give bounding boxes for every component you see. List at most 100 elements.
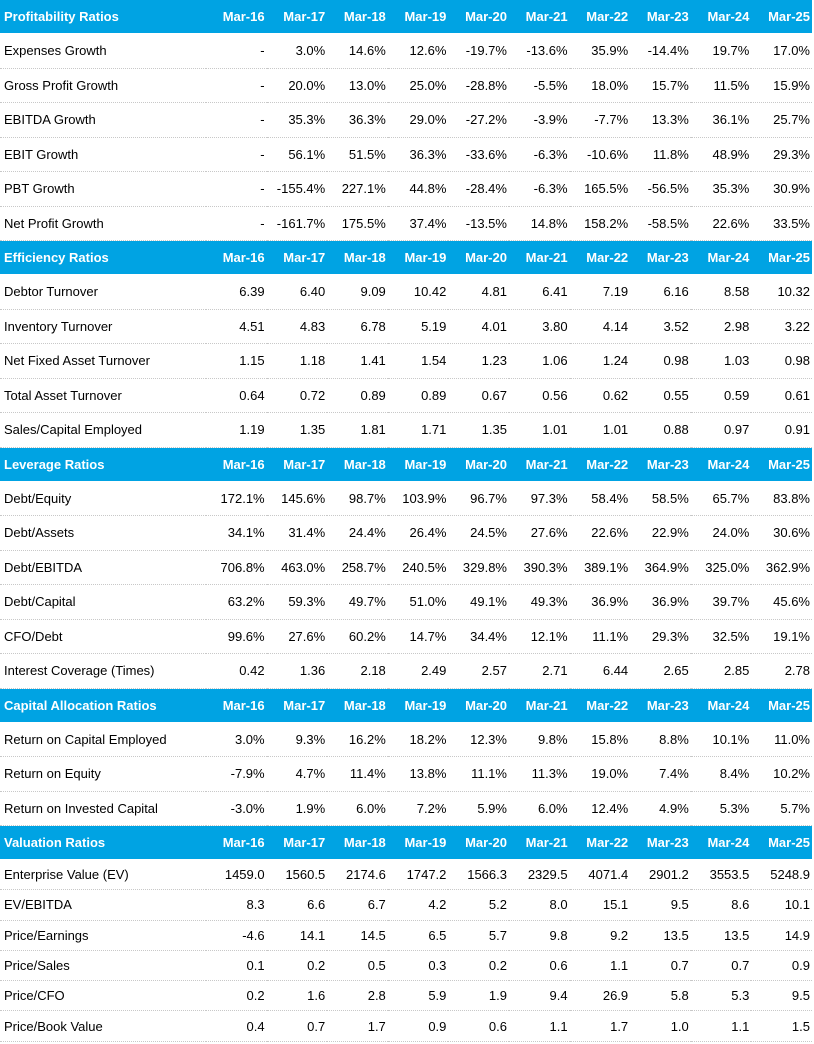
value-cell: 158.2% bbox=[569, 206, 631, 241]
value-cell: 1.35 bbox=[266, 412, 328, 448]
value-cell: 1.1 bbox=[569, 950, 631, 982]
value-cell: 4.9% bbox=[630, 791, 691, 826]
value-cell: 0.72 bbox=[266, 378, 328, 413]
value-cell: 11.5% bbox=[690, 68, 752, 103]
value-cell: 5.7 bbox=[448, 920, 509, 951]
value-cell: 37.4% bbox=[387, 206, 449, 241]
period-header: Mar-24 bbox=[690, 825, 752, 860]
value-cell: 10.1 bbox=[751, 889, 812, 921]
value-cell: 24.0% bbox=[690, 515, 752, 551]
value-cell: 6.0% bbox=[508, 791, 570, 826]
value-cell: 3553.5 bbox=[690, 859, 752, 891]
value-cell: 0.2 bbox=[206, 980, 267, 1012]
period-header: Mar-20 bbox=[448, 825, 509, 860]
value-cell: 4071.4 bbox=[569, 859, 631, 891]
table-row: Net Fixed Asset Turnover 1.15 1.18 1.41 1.54… bbox=[0, 343, 812, 379]
value-cell: 3.80 bbox=[508, 309, 570, 344]
table-row: Return on Equity -7.9% 4.7% 11.4% 13.8% 11.1%… bbox=[0, 756, 812, 792]
value-cell: -13.6% bbox=[508, 33, 570, 69]
value-cell: 15.1 bbox=[569, 889, 631, 921]
value-cell: 11.3% bbox=[508, 756, 570, 792]
value-cell: 56.1% bbox=[266, 137, 328, 172]
value-cell: 31.4% bbox=[266, 515, 328, 551]
value-cell: -4.6 bbox=[206, 920, 267, 951]
value-cell: 9.2 bbox=[569, 920, 631, 951]
value-cell: -33.6% bbox=[448, 137, 509, 172]
period-header: Mar-20 bbox=[448, 0, 509, 34]
value-cell: 0.2 bbox=[448, 950, 509, 982]
period-header: Mar-19 bbox=[387, 447, 449, 482]
value-cell: 14.9 bbox=[751, 920, 812, 951]
row-label: Debt/Equity bbox=[0, 481, 207, 516]
period-header: Mar-16 bbox=[206, 447, 267, 482]
value-cell: 0.1 bbox=[206, 950, 267, 982]
value-cell: 13.0% bbox=[327, 68, 388, 103]
value-cell: 17.0% bbox=[751, 33, 812, 69]
value-cell: 1459.0 bbox=[206, 859, 267, 891]
value-cell: 3.0% bbox=[206, 722, 267, 757]
value-cell: 22.9% bbox=[630, 515, 691, 551]
period-header: Mar-25 bbox=[751, 825, 812, 860]
period-header: Mar-23 bbox=[630, 0, 691, 34]
section-title: Capital Allocation Ratios bbox=[0, 688, 207, 723]
table-row: Return on Capital Employed 3.0% 9.3% 16.2% 1… bbox=[0, 722, 812, 757]
period-header: Mar-25 bbox=[751, 240, 812, 275]
value-cell: 49.1% bbox=[448, 584, 509, 620]
period-header: Mar-24 bbox=[690, 240, 752, 275]
period-header: Mar-25 bbox=[751, 447, 812, 482]
value-cell: 15.9% bbox=[751, 68, 812, 103]
row-label: EBITDA Growth bbox=[0, 102, 207, 138]
period-header: Mar-25 bbox=[751, 688, 812, 723]
value-cell: 1.7 bbox=[327, 1010, 388, 1042]
period-header: Mar-22 bbox=[569, 688, 631, 723]
value-cell: 12.6% bbox=[387, 33, 449, 69]
value-cell: 35.3% bbox=[690, 171, 752, 207]
value-cell: 4.01 bbox=[448, 309, 509, 344]
value-cell: 10.1% bbox=[690, 722, 752, 757]
value-cell: 1.01 bbox=[569, 412, 631, 448]
table-row: Debt/Assets 34.1% 31.4% 24.4% 26.4% 24.5% 27.6… bbox=[0, 515, 812, 551]
value-cell: 22.6% bbox=[690, 206, 752, 241]
value-cell: 8.3 bbox=[206, 889, 267, 921]
period-header: Mar-22 bbox=[569, 825, 631, 860]
value-cell: 165.5% bbox=[569, 171, 631, 207]
value-cell: - bbox=[206, 102, 267, 138]
value-cell: 4.83 bbox=[266, 309, 328, 344]
value-cell: 1.35 bbox=[448, 412, 509, 448]
row-label: Net Profit Growth bbox=[0, 206, 207, 241]
value-cell: -7.9% bbox=[206, 756, 267, 792]
period-header: Mar-17 bbox=[266, 825, 328, 860]
row-label: Return on Invested Capital bbox=[0, 791, 207, 826]
value-cell: 0.62 bbox=[569, 378, 631, 413]
value-cell: - bbox=[206, 206, 267, 241]
period-header: Mar-17 bbox=[266, 0, 328, 34]
value-cell: 0.2 bbox=[266, 950, 328, 982]
period-header: Mar-25 bbox=[751, 0, 812, 34]
value-cell: 12.3% bbox=[448, 722, 509, 757]
value-cell: 14.1 bbox=[266, 920, 328, 951]
value-cell: 10.42 bbox=[387, 274, 449, 310]
row-label: Price/Earnings bbox=[0, 920, 207, 951]
value-cell: 364.9% bbox=[630, 550, 691, 585]
value-cell: 3.52 bbox=[630, 309, 691, 344]
value-cell: 0.67 bbox=[448, 378, 509, 413]
period-header: Mar-17 bbox=[266, 240, 328, 275]
value-cell: 0.88 bbox=[630, 412, 691, 448]
value-cell: 36.1% bbox=[690, 102, 752, 138]
table-row: Return on Invested Capital -3.0% 1.9% 6.0% 7… bbox=[0, 791, 812, 826]
table-row: Debtor Turnover 6.39 6.40 9.09 10.42 4.81 6.41… bbox=[0, 274, 812, 310]
value-cell: 49.7% bbox=[327, 584, 388, 620]
value-cell: 1.9 bbox=[448, 980, 509, 1012]
row-label: Debt/Capital bbox=[0, 584, 207, 620]
period-header: Mar-19 bbox=[387, 825, 449, 860]
value-cell: 16.2% bbox=[327, 722, 388, 757]
value-cell: 30.9% bbox=[751, 171, 812, 207]
value-cell: 1.54 bbox=[387, 343, 449, 379]
value-cell: 83.8% bbox=[751, 481, 812, 516]
value-cell: 29.3% bbox=[630, 619, 691, 654]
period-header: Mar-18 bbox=[327, 825, 388, 860]
value-cell: 15.8% bbox=[569, 722, 631, 757]
value-cell: 99.6% bbox=[206, 619, 267, 654]
row-label: CFO/Debt bbox=[0, 619, 207, 654]
